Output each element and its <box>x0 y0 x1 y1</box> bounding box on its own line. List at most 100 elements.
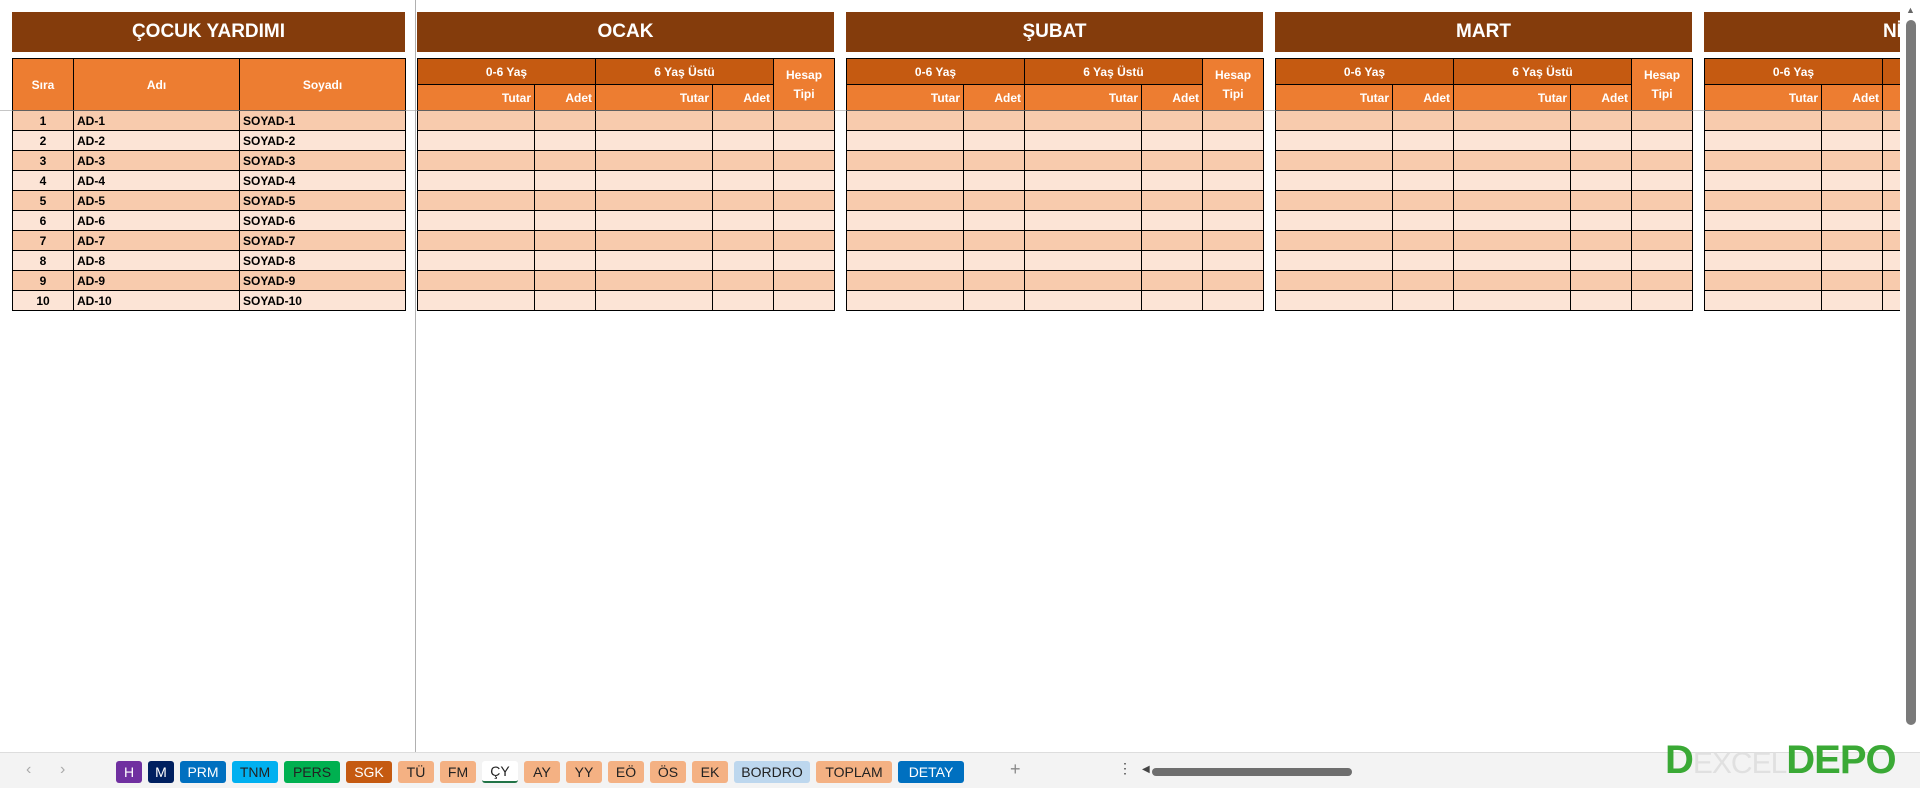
value-cell[interactable] <box>1631 270 1694 291</box>
value-cell[interactable] <box>846 170 964 191</box>
value-cell[interactable] <box>1392 110 1454 131</box>
group-0-6[interactable]: 0-6 Yaş <box>846 58 1025 85</box>
value-cell[interactable] <box>534 230 596 251</box>
value-cell[interactable] <box>595 250 713 271</box>
value-cell[interactable] <box>1202 270 1265 291</box>
value-cell[interactable] <box>773 290 836 311</box>
value-cell[interactable] <box>1202 150 1265 171</box>
value-cell[interactable] <box>1024 290 1142 311</box>
value-cell[interactable] <box>1704 230 1822 251</box>
value-cell[interactable] <box>1024 230 1142 251</box>
value-cell[interactable] <box>1453 110 1571 131</box>
value-cell[interactable] <box>534 110 596 131</box>
value-cell[interactable] <box>1821 270 1883 291</box>
spreadsheet-grid[interactable]: ÇOCUK YARDIMI Sıra Adı Soyadı 1 AD-1 SOYAD… <box>0 0 1900 752</box>
value-cell[interactable] <box>1882 270 1900 291</box>
value-cell[interactable] <box>1882 250 1900 271</box>
value-cell[interactable] <box>1569 130 1633 151</box>
header-adet[interactable]: Adet <box>711 84 775 111</box>
value-cell[interactable] <box>1275 130 1393 151</box>
tab-next-icon[interactable]: › <box>60 761 66 778</box>
value-cell[interactable] <box>595 110 713 131</box>
value-cell[interactable] <box>711 230 775 251</box>
ad-cell[interactable]: AD-4 <box>73 170 240 191</box>
value-cell[interactable] <box>1631 130 1694 151</box>
value-cell[interactable] <box>1392 150 1454 171</box>
value-cell[interactable] <box>963 150 1025 171</box>
sheet-tab-10[interactable]: YY <box>566 761 602 783</box>
value-cell[interactable] <box>1569 270 1633 291</box>
value-cell[interactable] <box>417 150 535 171</box>
value-cell[interactable] <box>1569 230 1633 251</box>
value-cell[interactable] <box>1882 290 1900 311</box>
value-cell[interactable] <box>1631 110 1694 131</box>
value-cell[interactable] <box>846 190 964 211</box>
value-cell[interactable] <box>1453 190 1571 211</box>
horizontal-scrollbar[interactable]: ◀ <box>1142 764 1352 776</box>
value-cell[interactable] <box>1569 290 1633 311</box>
sira-cell[interactable]: 4 <box>12 170 74 191</box>
header-adet[interactable]: Adet <box>534 84 596 111</box>
value-cell[interactable] <box>773 250 836 271</box>
value-cell[interactable] <box>1882 110 1900 131</box>
value-cell[interactable] <box>1140 290 1204 311</box>
header-tutar[interactable]: Tutar <box>1275 84 1393 111</box>
add-sheet-icon[interactable]: + <box>1010 759 1021 779</box>
value-cell[interactable] <box>711 290 775 311</box>
sheet-tab-1[interactable]: M <box>148 761 174 783</box>
more-options-icon[interactable]: ⋮ <box>1118 760 1132 776</box>
value-cell[interactable] <box>417 190 535 211</box>
value-cell[interactable] <box>417 230 535 251</box>
value-cell[interactable] <box>1202 290 1265 311</box>
value-cell[interactable] <box>417 210 535 231</box>
soyad-cell[interactable]: SOYAD-5 <box>239 190 406 211</box>
value-cell[interactable] <box>1821 250 1883 271</box>
value-cell[interactable] <box>1275 270 1393 291</box>
value-cell[interactable] <box>1704 170 1822 191</box>
value-cell[interactable] <box>963 250 1025 271</box>
value-cell[interactable] <box>711 190 775 211</box>
header-tutar[interactable]: Tutar <box>417 84 535 111</box>
header-hesap-tipi[interactable]: Hesap Tipi <box>1631 58 1694 111</box>
value-cell[interactable] <box>1821 130 1883 151</box>
value-cell[interactable] <box>1453 230 1571 251</box>
value-cell[interactable] <box>595 150 713 171</box>
header-tutar[interactable]: Tutar <box>1024 84 1142 111</box>
value-cell[interactable] <box>1275 210 1393 231</box>
sheet-tab-0[interactable]: H <box>116 761 142 783</box>
value-cell[interactable] <box>1453 130 1571 151</box>
value-cell[interactable] <box>534 250 596 271</box>
value-cell[interactable] <box>1392 190 1454 211</box>
sheet-tab-5[interactable]: SGK <box>346 761 392 783</box>
value-cell[interactable] <box>963 270 1025 291</box>
value-cell[interactable] <box>1140 270 1204 291</box>
value-cell[interactable] <box>773 130 836 151</box>
value-cell[interactable] <box>595 170 713 191</box>
value-cell[interactable] <box>846 110 964 131</box>
value-cell[interactable] <box>1140 210 1204 231</box>
value-cell[interactable] <box>1882 170 1900 191</box>
value-cell[interactable] <box>1821 230 1883 251</box>
value-cell[interactable] <box>1882 210 1900 231</box>
header-adet[interactable]: Adet <box>1140 84 1204 111</box>
value-cell[interactable] <box>1024 170 1142 191</box>
value-cell[interactable] <box>1631 250 1694 271</box>
sheet-tab-9[interactable]: AY <box>524 761 560 783</box>
sheet-tab-6[interactable]: TÜ <box>398 761 434 783</box>
value-cell[interactable] <box>1569 210 1633 231</box>
value-cell[interactable] <box>1704 250 1822 271</box>
value-cell[interactable] <box>1631 190 1694 211</box>
ad-cell[interactable]: AD-7 <box>73 230 240 251</box>
value-cell[interactable] <box>1821 170 1883 191</box>
value-cell[interactable] <box>846 210 964 231</box>
value-cell[interactable] <box>417 110 535 131</box>
value-cell[interactable] <box>1392 210 1454 231</box>
soyad-cell[interactable]: SOYAD-6 <box>239 210 406 231</box>
value-cell[interactable] <box>846 130 964 151</box>
value-cell[interactable] <box>417 290 535 311</box>
value-cell[interactable] <box>417 130 535 151</box>
value-cell[interactable] <box>1392 230 1454 251</box>
value-cell[interactable] <box>417 170 535 191</box>
header-tutar[interactable]: Tutar <box>1453 84 1571 111</box>
value-cell[interactable] <box>1569 250 1633 271</box>
